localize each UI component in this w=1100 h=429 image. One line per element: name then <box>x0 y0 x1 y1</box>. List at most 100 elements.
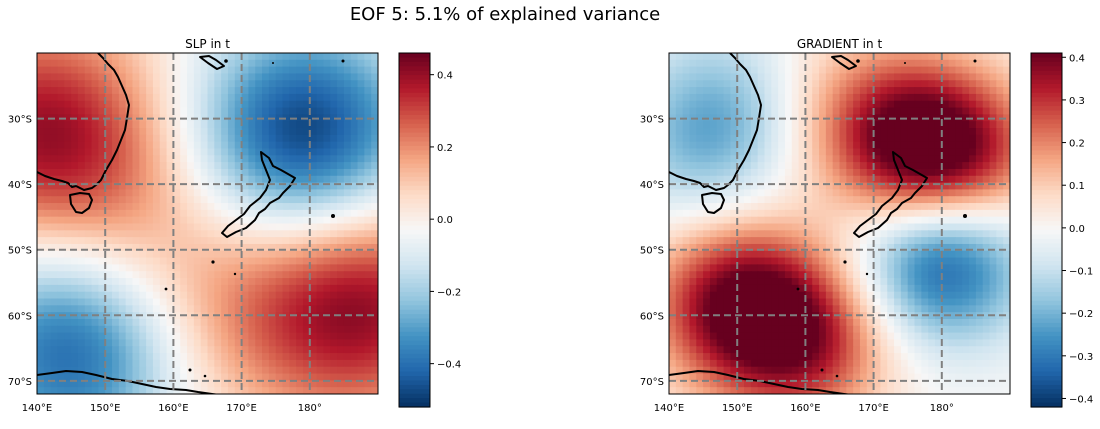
heatmap-cell <box>812 203 820 211</box>
heatmap-cell <box>330 243 338 252</box>
heatmap-cell <box>50 66 59 75</box>
heatmap-cell <box>71 230 79 238</box>
heatmap-cell <box>716 162 725 170</box>
heatmap-cell <box>227 66 236 75</box>
heatmap-cell <box>227 332 236 341</box>
heatmap-cell <box>900 243 909 252</box>
heatmap-cell <box>703 359 711 368</box>
heatmap-cell <box>57 339 65 347</box>
heatmap-cell <box>207 243 215 252</box>
heatmap-cell <box>146 162 154 170</box>
heatmap-cell <box>207 237 215 245</box>
heatmap-cell <box>996 128 1004 136</box>
heatmap-cell <box>962 216 970 225</box>
heatmap-cell <box>139 87 147 95</box>
heatmap-cell <box>900 332 909 341</box>
heatmap-cell <box>309 128 318 136</box>
heatmap-cell <box>193 305 202 313</box>
heatmap-cell <box>289 168 297 177</box>
heatmap-cell <box>234 278 243 286</box>
heatmap-cell <box>91 203 99 211</box>
heatmap-cell <box>262 230 270 238</box>
heatmap-cell <box>839 148 847 156</box>
colorbar-segment <box>399 110 430 116</box>
heatmap-cell <box>805 196 813 204</box>
heatmap-cell <box>146 100 154 109</box>
heatmap-cell <box>152 196 161 204</box>
heatmap-cell <box>900 230 909 238</box>
heatmap-cell <box>859 346 868 354</box>
heatmap-cell <box>214 175 222 184</box>
heatmap-cell <box>227 366 236 375</box>
heatmap-cell <box>343 278 352 286</box>
heatmap-cell <box>64 59 72 68</box>
heatmap-cell <box>941 250 950 259</box>
heatmap-cell <box>241 230 250 238</box>
heatmap-cell <box>825 250 834 259</box>
heatmap-cell <box>798 318 806 327</box>
heatmap-cell <box>275 284 284 293</box>
heatmap-cell <box>989 148 997 156</box>
heatmap-cell <box>268 87 277 95</box>
heatmap-cell <box>91 271 99 279</box>
heatmap-cell <box>921 339 929 347</box>
heatmap-cell <box>819 155 827 163</box>
heatmap-cell <box>832 162 841 170</box>
heatmap-cell <box>296 387 304 394</box>
heatmap-cell <box>832 107 841 115</box>
heatmap-cell <box>675 196 684 204</box>
heatmap-cell <box>180 148 188 156</box>
heatmap-cell <box>139 223 147 231</box>
figure-title: EOF 5: 5.1% of explained variance <box>349 4 661 25</box>
heatmap-cell <box>146 73 154 81</box>
heatmap-cell <box>241 73 250 81</box>
heatmap-cell <box>112 366 120 375</box>
colorbar-segment <box>399 309 430 315</box>
heatmap-cell <box>84 53 93 61</box>
heatmap-cell <box>350 298 359 306</box>
heatmap-cell <box>887 121 895 129</box>
heatmap-cell <box>364 339 372 347</box>
heatmap-cell <box>91 278 99 286</box>
heatmap-cell <box>350 380 359 388</box>
heatmap-cell <box>139 284 147 293</box>
heatmap-cell <box>193 141 202 150</box>
heatmap-cell <box>350 387 359 394</box>
heatmap-cell <box>173 318 181 327</box>
heatmap-cell <box>105 53 113 61</box>
heatmap-cell <box>846 128 854 136</box>
heatmap-cell <box>928 318 936 327</box>
heatmap-cell <box>948 216 957 225</box>
heatmap-cell <box>880 284 888 293</box>
heatmap-cell <box>371 373 378 381</box>
heatmap-cell <box>812 73 820 81</box>
heatmap-cell <box>744 257 752 266</box>
heatmap-cell <box>57 148 65 156</box>
heatmap-cell <box>962 175 970 184</box>
heatmap-cell <box>337 243 345 252</box>
heatmap-cell <box>77 305 86 313</box>
heatmap-cell <box>962 203 970 211</box>
heatmap-cell <box>730 291 738 300</box>
heatmap-cell <box>357 250 365 259</box>
heatmap-cell <box>669 189 677 197</box>
heatmap-cell <box>71 339 79 347</box>
heatmap-cell <box>193 162 202 170</box>
heatmap-cell <box>309 155 318 163</box>
heatmap-cell <box>764 243 772 252</box>
heatmap-cell <box>337 66 345 75</box>
heatmap-cell <box>234 155 243 163</box>
heatmap-cell <box>969 203 977 211</box>
heatmap-cell <box>234 162 243 170</box>
heatmap-cell <box>853 73 861 81</box>
heatmap-cell <box>84 359 93 368</box>
heatmap-cell <box>234 134 243 143</box>
heatmap-cell <box>234 387 243 394</box>
heatmap-cell <box>343 175 352 184</box>
colorbar-segment <box>399 88 430 94</box>
heatmap-cell <box>132 148 140 156</box>
heatmap-cell <box>791 366 800 375</box>
heatmap-cell <box>84 230 93 238</box>
heatmap-cell <box>173 93 181 102</box>
heatmap-cell <box>64 353 72 361</box>
